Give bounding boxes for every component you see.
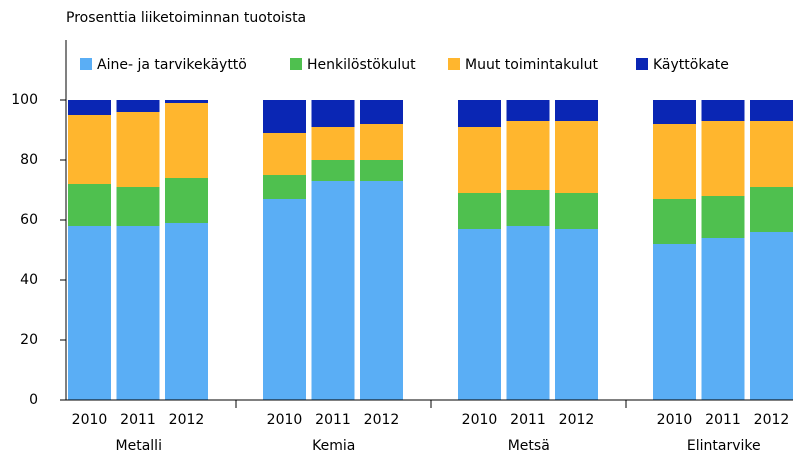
- bar-segment: [165, 100, 208, 103]
- bar-segment: [458, 229, 501, 400]
- bar-segment: [506, 226, 550, 400]
- chart-title: Prosenttia liiketoiminnan tuotoista: [66, 10, 306, 26]
- bar-segment: [555, 100, 598, 121]
- bar-segment: [311, 127, 355, 160]
- x-tick-label: 2012: [169, 412, 205, 428]
- bar-segment: [555, 229, 598, 400]
- x-tick-label: 2011: [510, 412, 546, 428]
- bar-segment: [68, 100, 111, 115]
- y-tick-label: 60: [20, 212, 38, 228]
- bar-segment: [116, 187, 160, 226]
- x-tick-label: 2012: [364, 412, 400, 428]
- x-tick-label: 2011: [315, 412, 351, 428]
- bar-segment: [360, 100, 403, 124]
- x-tick-label: 2010: [72, 412, 108, 428]
- legend-swatch: [80, 58, 92, 70]
- bar-segment: [263, 100, 306, 133]
- x-tick-label: 2010: [267, 412, 303, 428]
- bar-segment: [68, 226, 111, 400]
- bar-segment: [311, 160, 355, 181]
- y-tick-label: 40: [20, 272, 38, 288]
- bar-segment: [653, 124, 696, 199]
- bar-segment: [68, 184, 111, 226]
- bar-segment: [263, 133, 306, 175]
- x-tick-label: 2012: [559, 412, 595, 428]
- bar-segment: [701, 100, 745, 121]
- bar-segment: [360, 124, 403, 160]
- bar-segment: [116, 112, 160, 187]
- group-label: Metsä: [508, 438, 550, 454]
- x-tick-label: 2011: [120, 412, 156, 428]
- legend-label: Aine- ja tarvikekäyttö: [97, 57, 247, 73]
- bar-segment: [458, 193, 501, 229]
- bar-segment: [360, 160, 403, 181]
- bar-segment: [311, 100, 355, 127]
- bar-segment: [750, 121, 793, 187]
- group-label: Metalli: [116, 438, 162, 454]
- bar-segment: [165, 223, 208, 400]
- bar-segment: [116, 226, 160, 400]
- bar-segment: [701, 121, 745, 196]
- legend-label: Käyttökate: [653, 57, 729, 73]
- bar-segment: [165, 103, 208, 178]
- bar-segment: [701, 238, 745, 400]
- group-label: Elintarvike: [687, 438, 761, 454]
- x-tick-label: 2010: [462, 412, 498, 428]
- bar-segment: [68, 115, 111, 184]
- x-tick-label: 2010: [657, 412, 693, 428]
- bar-segment: [263, 199, 306, 400]
- bar-segment: [311, 181, 355, 400]
- y-tick-label: 0: [29, 392, 38, 408]
- bar-segment: [458, 100, 501, 127]
- bar-segment: [506, 100, 550, 121]
- x-tick-label: 2012: [754, 412, 790, 428]
- legend-label: Henkilöstökulut: [307, 57, 416, 73]
- legend-swatch: [636, 58, 648, 70]
- bar-segment: [360, 181, 403, 400]
- legend-label: Muut toimintakulut: [465, 57, 598, 73]
- group-label: Kemia: [312, 438, 355, 454]
- bar-segment: [653, 199, 696, 244]
- y-tick-label: 80: [20, 152, 38, 168]
- bar-segment: [165, 178, 208, 223]
- legend-swatch: [448, 58, 460, 70]
- bar-segment: [116, 100, 160, 112]
- bar-segment: [750, 100, 793, 121]
- y-tick-label: 100: [11, 92, 38, 108]
- bar-segment: [506, 190, 550, 226]
- bar-segment: [555, 193, 598, 229]
- bar-segment: [750, 187, 793, 232]
- bar-segment: [653, 244, 696, 400]
- y-tick-label: 20: [20, 332, 38, 348]
- bar-segment: [458, 127, 501, 193]
- bar-segment: [263, 175, 306, 199]
- bar-segment: [555, 121, 598, 193]
- bar-segment: [506, 121, 550, 190]
- legend-swatch: [290, 58, 302, 70]
- bar-segment: [653, 100, 696, 124]
- bar-segment: [701, 196, 745, 238]
- x-tick-label: 2011: [705, 412, 741, 428]
- bar-segment: [750, 232, 793, 400]
